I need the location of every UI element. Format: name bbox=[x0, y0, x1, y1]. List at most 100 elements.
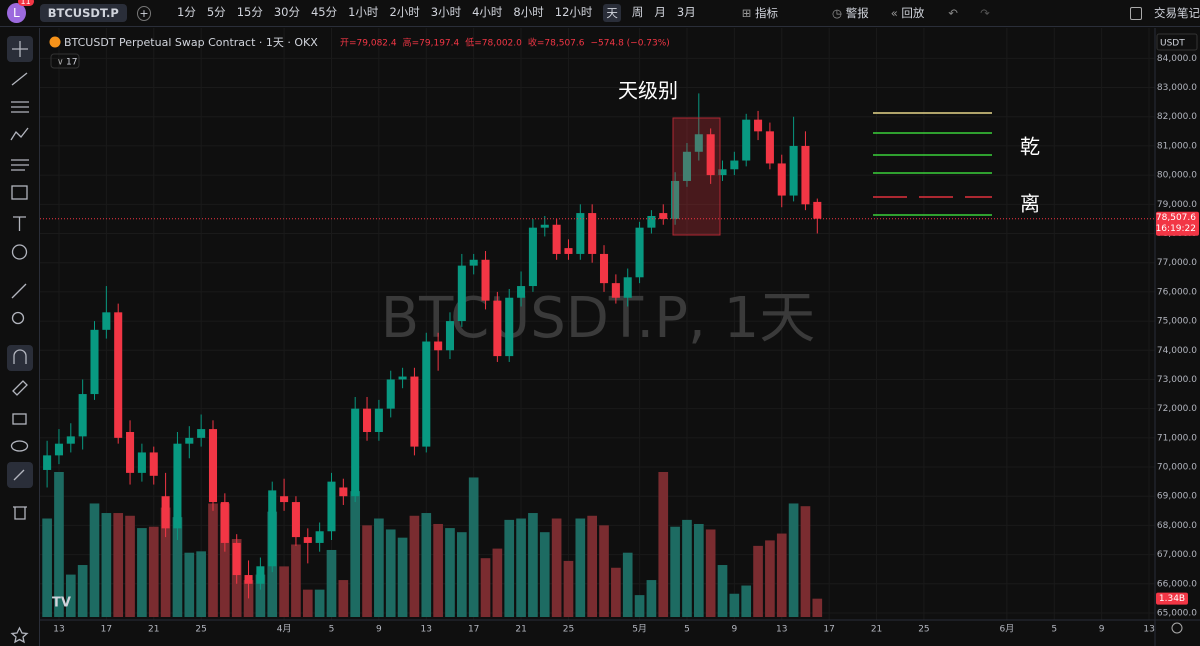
indicators-button[interactable]: ⊞ 指标 bbox=[741, 6, 779, 20]
hide-tool[interactable] bbox=[10, 440, 29, 452]
emoji-tool[interactable] bbox=[11, 244, 28, 260]
legend-value: 低=78,002.0 bbox=[465, 37, 522, 49]
volume-bar bbox=[160, 507, 171, 617]
volume-layer bbox=[42, 472, 823, 617]
candle-body bbox=[197, 429, 206, 438]
interval-button[interactable]: 天 bbox=[603, 4, 621, 22]
avatar[interactable]: L 11 bbox=[7, 0, 34, 23]
link-tool[interactable] bbox=[13, 469, 25, 481]
alert-button[interactable]: ◷ 警报 bbox=[832, 6, 869, 20]
candle-body bbox=[185, 437, 194, 444]
candle-body bbox=[303, 537, 312, 543]
x-tick-label: 13 bbox=[1143, 625, 1154, 635]
volume-bar bbox=[516, 518, 526, 617]
volume-bar bbox=[480, 558, 491, 617]
indicators-label: 指标 bbox=[755, 6, 779, 20]
candle-body bbox=[445, 321, 455, 351]
redo-button[interactable]: ↷ bbox=[980, 6, 990, 20]
candle-body bbox=[315, 531, 324, 543]
volume-bar bbox=[646, 580, 657, 617]
x-tick-label: 13 bbox=[776, 625, 787, 635]
y-tick-label: 71,000.0 bbox=[1157, 433, 1197, 443]
text-tool[interactable] bbox=[13, 216, 26, 231]
watermark: BTCUSDT.P, 1天 bbox=[381, 286, 815, 351]
interval-button[interactable]: 15分 bbox=[236, 5, 263, 19]
volume-bar bbox=[563, 560, 574, 617]
interval-button[interactable]: 5分 bbox=[206, 5, 226, 19]
currency-select[interactable] bbox=[1156, 33, 1198, 51]
volume-bar bbox=[113, 513, 124, 617]
volume-bar bbox=[148, 526, 159, 617]
candle-body bbox=[611, 283, 620, 298]
candle-body bbox=[374, 408, 383, 433]
interval-button[interactable]: 1分 bbox=[177, 5, 196, 19]
notes-icon[interactable] bbox=[1129, 6, 1142, 20]
volume-bar bbox=[741, 585, 752, 617]
interval-button[interactable]: 3小时 bbox=[430, 5, 462, 19]
level-label: 离 bbox=[1020, 192, 1040, 216]
x-tick-label: 21 bbox=[871, 625, 882, 635]
volume-bar bbox=[445, 528, 455, 617]
volume-bar bbox=[196, 551, 206, 617]
candle-body bbox=[208, 429, 218, 503]
add-symbol[interactable]: + bbox=[136, 5, 152, 21]
x-tick-label: 13 bbox=[53, 625, 64, 635]
highlight-box[interactable] bbox=[672, 117, 721, 236]
y-tick-label: 75,000.0 bbox=[1157, 317, 1197, 327]
candle-body bbox=[789, 145, 798, 196]
candle-body bbox=[149, 452, 158, 476]
indicator-toggle[interactable] bbox=[50, 53, 80, 69]
fib-tool[interactable] bbox=[11, 101, 29, 113]
pattern-tool[interactable] bbox=[10, 127, 29, 141]
candle-body bbox=[552, 224, 561, 254]
lock-draw-tool[interactable] bbox=[12, 380, 28, 396]
candle-body bbox=[742, 119, 751, 161]
interval-button[interactable]: 2小时 bbox=[389, 5, 420, 19]
interval-button[interactable]: 月 bbox=[654, 5, 666, 19]
undo-button[interactable]: ↶ bbox=[948, 6, 959, 20]
interval-button[interactable]: 3月 bbox=[676, 5, 696, 19]
candle-body bbox=[327, 481, 336, 532]
candle-body bbox=[682, 151, 691, 181]
line-tool[interactable] bbox=[11, 72, 28, 86]
volume-bar bbox=[776, 533, 787, 617]
candle-body bbox=[635, 227, 644, 278]
interval-button[interactable]: 12小时 bbox=[554, 5, 593, 19]
y-tick-label: 82,000.0 bbox=[1157, 112, 1197, 122]
symbol-icon bbox=[49, 36, 61, 48]
forecast-tool[interactable] bbox=[11, 159, 29, 171]
shape-tool[interactable] bbox=[11, 185, 28, 200]
favorites-tool[interactable] bbox=[10, 626, 29, 644]
notes-button[interactable]: 交易笔记 bbox=[1154, 6, 1200, 20]
cursor-tool[interactable] bbox=[12, 41, 28, 57]
zoom-tool[interactable] bbox=[11, 311, 25, 325]
lock-tool[interactable] bbox=[12, 413, 27, 425]
ruler-tool[interactable] bbox=[11, 283, 27, 299]
y-tick-label: 65,000.0 bbox=[1157, 608, 1197, 618]
y-tick-label: 76,000.0 bbox=[1157, 287, 1197, 297]
candle-body bbox=[694, 134, 703, 152]
interval-button[interactable]: 4小时 bbox=[472, 5, 503, 19]
interval-button[interactable]: 30分 bbox=[273, 5, 300, 19]
volume-bar bbox=[433, 523, 443, 617]
interval-button[interactable]: 8小时 bbox=[513, 5, 544, 19]
interval-button[interactable]: 1小时 bbox=[348, 5, 379, 19]
y-tick-label: 68,000.0 bbox=[1157, 521, 1197, 531]
legend-value: −574.8 (−0.73%) bbox=[591, 39, 670, 49]
chart-title: BTCUSDT Perpetual Swap Contract · 1天 · O… bbox=[64, 36, 318, 49]
volume-bar bbox=[670, 526, 680, 617]
y-tick-label: 66,000.0 bbox=[1157, 579, 1197, 589]
magnet-tool[interactable] bbox=[13, 349, 27, 364]
avatar-letter: L bbox=[13, 6, 20, 20]
symbol-search[interactable]: BTCUSDT.P bbox=[39, 4, 127, 22]
candle-body bbox=[599, 253, 609, 284]
x-tick-label: 9 bbox=[731, 625, 737, 635]
interval-button[interactable]: 45分 bbox=[310, 5, 338, 19]
volume-bar bbox=[65, 574, 76, 617]
volume-bar bbox=[492, 548, 503, 617]
interval-button[interactable]: 周 bbox=[631, 5, 644, 19]
x-tick-label: 25 bbox=[918, 625, 929, 635]
settings-icon[interactable] bbox=[1171, 622, 1183, 634]
delete-tool[interactable] bbox=[13, 506, 27, 520]
replay-button[interactable]: « 回放 bbox=[890, 6, 925, 20]
